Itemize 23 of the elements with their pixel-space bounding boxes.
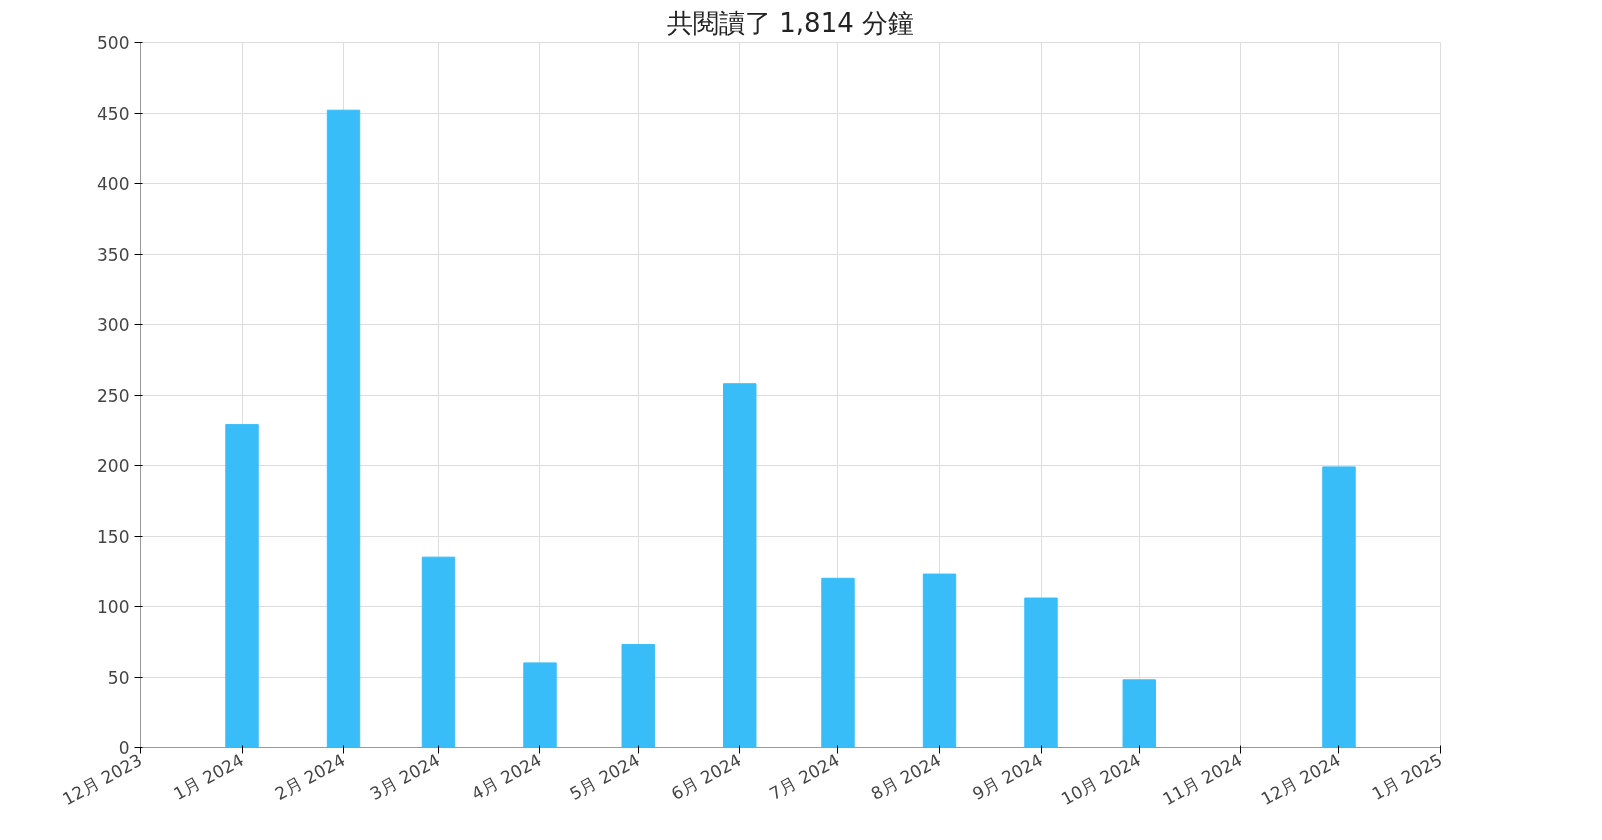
y-tick-label: 150 bbox=[97, 526, 130, 547]
bar bbox=[326, 109, 361, 748]
y-tick-label: 100 bbox=[97, 597, 130, 617]
y-tick-label: 0 bbox=[118, 738, 130, 758]
y-tick-label: 500 bbox=[97, 33, 130, 53]
bar bbox=[723, 383, 757, 748]
bar bbox=[1024, 597, 1058, 748]
y-tick-label: 350 bbox=[97, 244, 130, 265]
y-tick-label: 450 bbox=[97, 103, 130, 124]
bar bbox=[421, 556, 456, 748]
bar bbox=[225, 424, 259, 748]
y-tick-label: 250 bbox=[97, 385, 130, 406]
y-tick-label: 50 bbox=[107, 667, 130, 688]
bar bbox=[1122, 679, 1156, 748]
bar bbox=[523, 662, 557, 748]
bar bbox=[821, 577, 855, 748]
chart-title: 共閱讀了 1,814 分鐘 bbox=[667, 7, 914, 38]
bar bbox=[922, 573, 957, 748]
y-tick-label: 200 bbox=[97, 456, 130, 476]
y-tick-label: 400 bbox=[97, 174, 130, 194]
bar bbox=[621, 644, 655, 748]
bar bbox=[1322, 466, 1356, 748]
y-tick-label: 300 bbox=[97, 315, 130, 335]
